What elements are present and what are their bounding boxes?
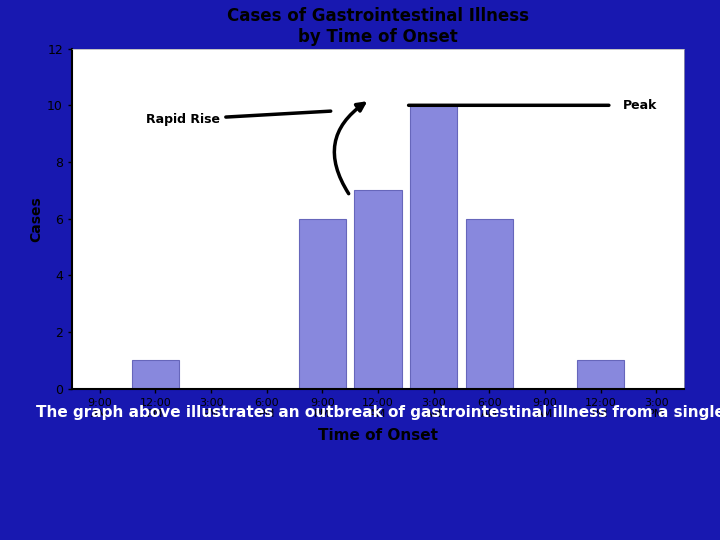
Bar [466, 219, 513, 389]
Text: Rapid Rise: Rapid Rise [146, 111, 330, 126]
Bar [410, 105, 457, 389]
Title: Cases of Gastrointestinal Illness
by Time of Onset: Cases of Gastrointestinal Illness by Tim… [227, 7, 529, 46]
Text: The graph above illustrates an outbreak of gastrointestinal illness from a singl: The graph above illustrates an outbreak … [36, 405, 720, 420]
Bar [299, 219, 346, 389]
X-axis label: Time of Onset: Time of Onset [318, 428, 438, 443]
Y-axis label: Cases: Cases [29, 196, 43, 241]
Bar [354, 190, 402, 389]
Text: Peak: Peak [623, 99, 657, 112]
Bar [132, 361, 179, 389]
Bar [577, 361, 624, 389]
